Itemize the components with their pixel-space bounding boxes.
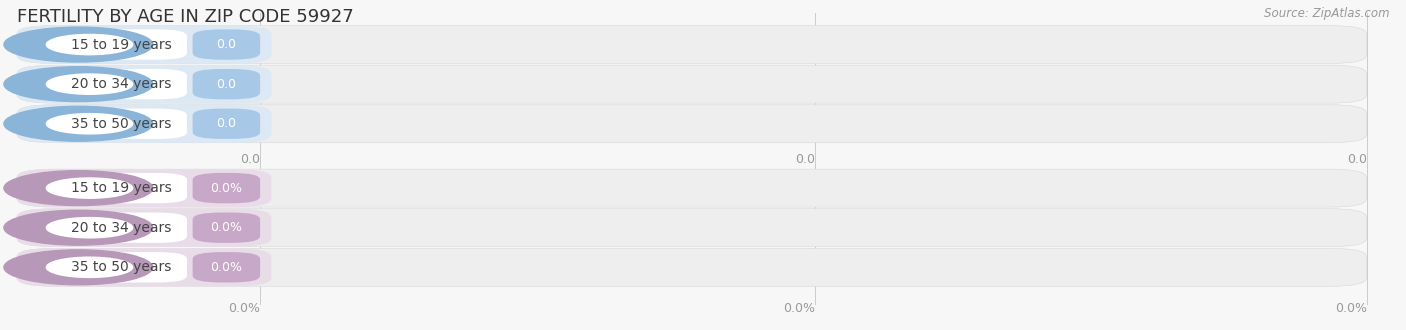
Text: 0.0: 0.0 <box>240 153 260 166</box>
FancyBboxPatch shape <box>58 29 187 60</box>
Circle shape <box>4 250 153 285</box>
FancyBboxPatch shape <box>17 26 271 63</box>
FancyBboxPatch shape <box>58 69 187 99</box>
FancyBboxPatch shape <box>17 26 1367 63</box>
Text: 0.0%: 0.0% <box>211 261 242 274</box>
Text: 35 to 50 years: 35 to 50 years <box>72 117 172 131</box>
FancyBboxPatch shape <box>17 65 1367 103</box>
FancyBboxPatch shape <box>17 105 271 143</box>
Circle shape <box>4 171 153 206</box>
Text: 0.0: 0.0 <box>1347 153 1367 166</box>
FancyBboxPatch shape <box>17 65 271 103</box>
Circle shape <box>4 67 153 102</box>
Text: 0.0: 0.0 <box>796 153 815 166</box>
FancyBboxPatch shape <box>193 173 260 203</box>
Circle shape <box>4 210 153 245</box>
FancyBboxPatch shape <box>193 109 260 139</box>
FancyBboxPatch shape <box>193 213 260 243</box>
Text: 20 to 34 years: 20 to 34 years <box>72 77 172 91</box>
FancyBboxPatch shape <box>58 173 187 203</box>
Text: 0.0: 0.0 <box>217 78 236 91</box>
FancyBboxPatch shape <box>17 105 1367 143</box>
Text: 15 to 19 years: 15 to 19 years <box>72 38 172 51</box>
FancyBboxPatch shape <box>193 69 260 99</box>
FancyBboxPatch shape <box>17 248 1367 286</box>
Circle shape <box>4 27 153 62</box>
FancyBboxPatch shape <box>17 209 271 247</box>
Text: 0.0%: 0.0% <box>211 182 242 195</box>
Text: FERTILITY BY AGE IN ZIP CODE 59927: FERTILITY BY AGE IN ZIP CODE 59927 <box>17 8 354 26</box>
Text: 0.0%: 0.0% <box>1334 302 1367 315</box>
FancyBboxPatch shape <box>17 169 1367 207</box>
Text: 0.0%: 0.0% <box>228 302 260 315</box>
FancyBboxPatch shape <box>17 248 271 286</box>
FancyBboxPatch shape <box>193 252 260 282</box>
FancyBboxPatch shape <box>193 29 260 60</box>
Text: Source: ZipAtlas.com: Source: ZipAtlas.com <box>1264 7 1389 20</box>
Circle shape <box>46 178 132 198</box>
Circle shape <box>46 257 132 278</box>
Circle shape <box>46 217 132 238</box>
Text: 0.0: 0.0 <box>217 117 236 130</box>
Text: 0.0: 0.0 <box>217 38 236 51</box>
FancyBboxPatch shape <box>17 169 271 207</box>
Circle shape <box>4 106 153 141</box>
Text: 35 to 50 years: 35 to 50 years <box>72 260 172 274</box>
Circle shape <box>46 74 132 94</box>
FancyBboxPatch shape <box>58 213 187 243</box>
FancyBboxPatch shape <box>17 209 1367 247</box>
Text: 20 to 34 years: 20 to 34 years <box>72 221 172 235</box>
Text: 0.0%: 0.0% <box>783 302 815 315</box>
FancyBboxPatch shape <box>58 109 187 139</box>
FancyBboxPatch shape <box>58 252 187 282</box>
Circle shape <box>46 34 132 55</box>
Circle shape <box>46 114 132 134</box>
Text: 15 to 19 years: 15 to 19 years <box>72 181 172 195</box>
Text: 0.0%: 0.0% <box>211 221 242 234</box>
